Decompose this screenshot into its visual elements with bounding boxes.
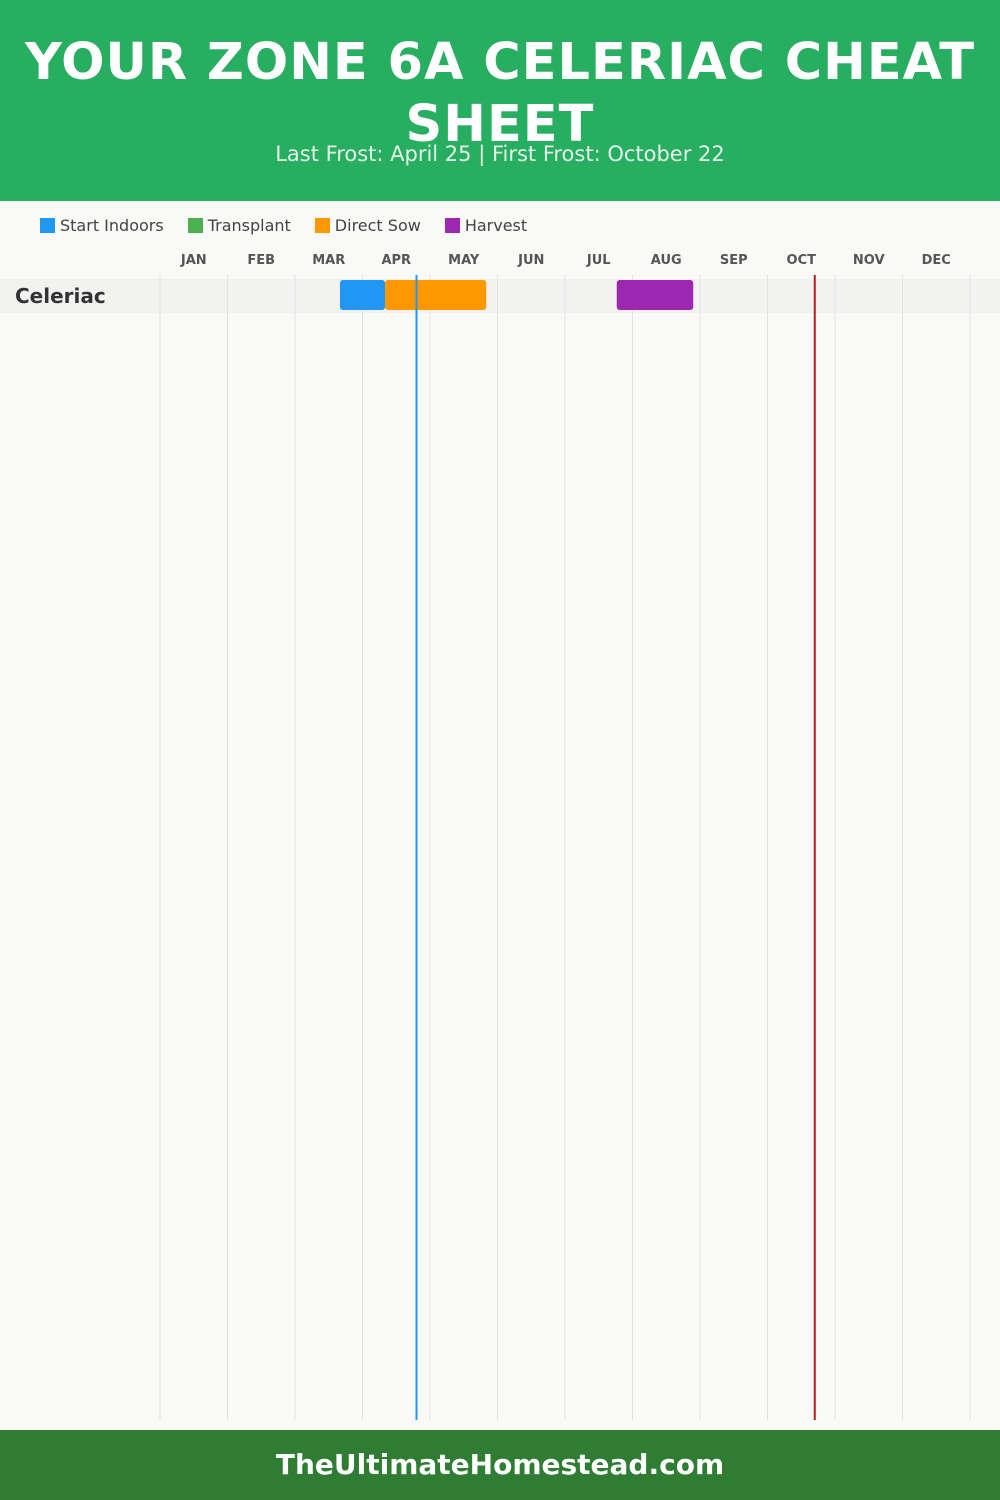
crop-label: Celeriac (15, 284, 106, 308)
month-label: NOV (853, 253, 885, 268)
month-label: OCT (787, 253, 817, 268)
page-title: YOUR ZONE 6A CELERIAC CHEAT SHEET (25, 33, 975, 154)
legend-item-transplant: Transplant (187, 215, 291, 235)
legend-item-direct-sow: Direct Sow (314, 215, 421, 235)
planting-calendar-chart: JAN FEB MAR APR MAY JUN JUL AUG SEP OCT NOV DEC Cele… (0, 253, 1000, 1420)
month-label: APR (381, 253, 411, 268)
month-label: JAN (180, 253, 207, 268)
task-bar-start-indoors (340, 280, 385, 310)
legend-item-harvest: Harvest (444, 215, 528, 235)
month-label: JUL (586, 253, 611, 268)
legend-label-start-indoors: Start Indoors (60, 215, 164, 235)
legend-swatch-transplant (187, 217, 203, 233)
legend-swatch-harvest (444, 217, 460, 233)
month-label: AUG (651, 253, 682, 268)
frost-dates-subtitle: Last Frost: April 25 | First Frost: Octo… (275, 142, 725, 166)
month-label: FEB (247, 253, 275, 268)
legend-label-direct-sow: Direct Sow (334, 215, 421, 235)
legend-swatch-start-indoors (40, 217, 55, 233)
month-label: JUN (517, 253, 544, 268)
legend: Start Indoors Transplant Direct Sow Harv… (40, 213, 551, 237)
legend-label-harvest: Harvest (464, 215, 528, 235)
legend-swatch-direct-sow (314, 217, 330, 233)
month-label: MAR (312, 253, 345, 268)
header-banner: YOUR ZONE 6A CELERIAC CHEAT SHEET Last F… (0, 0, 1000, 201)
task-bar-harvest (616, 280, 694, 310)
row-background (0, 279, 1000, 313)
footer-site-url: TheUltimateHomestead.com (0, 1430, 1000, 1500)
task-bar-direct-sow (385, 280, 487, 310)
legend-label-transplant: Transplant (207, 215, 291, 235)
legend-item-start-indoors: Start Indoors (40, 216, 164, 235)
month-label: DEC (922, 253, 951, 268)
month-label: SEP (720, 253, 748, 268)
month-label: MAY (448, 253, 480, 268)
